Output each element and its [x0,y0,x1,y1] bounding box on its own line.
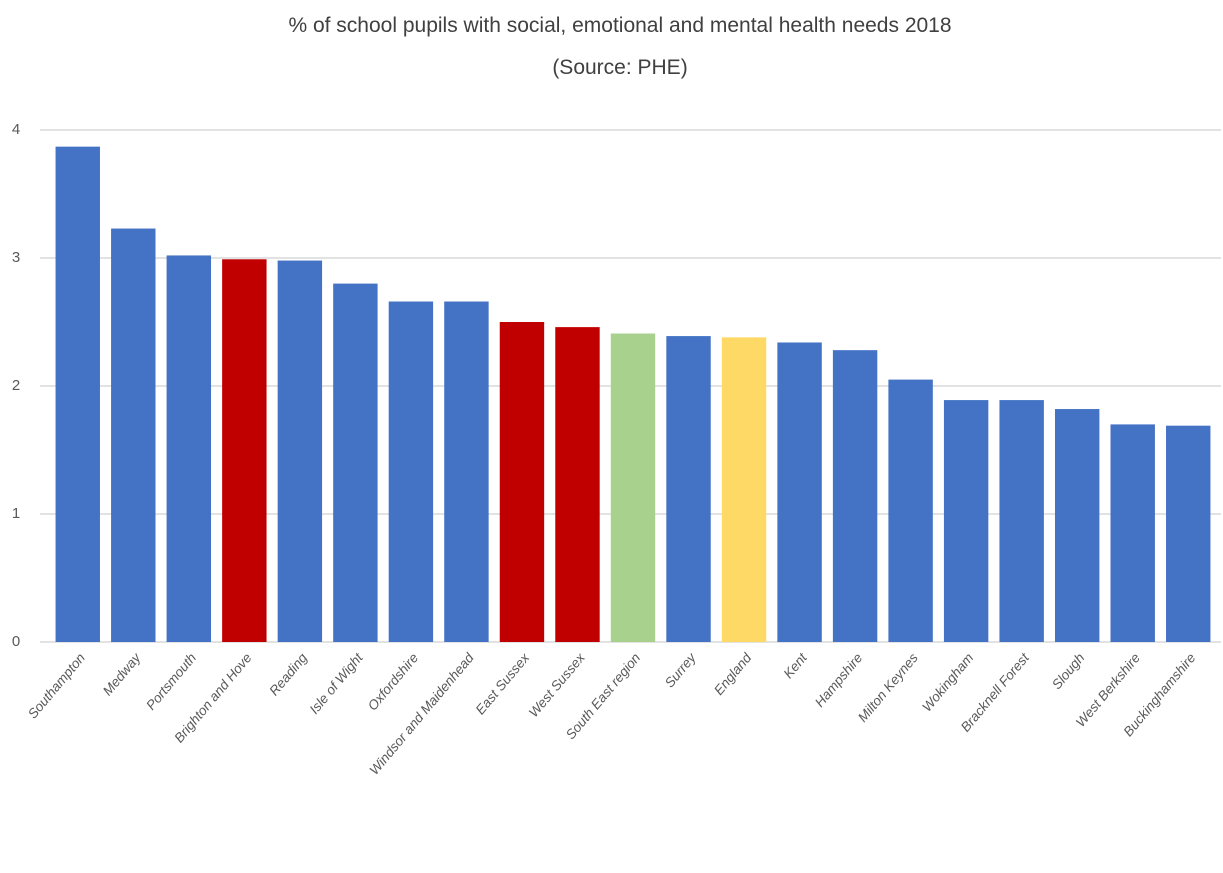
x-tick-label: Oxfordshire [365,650,421,713]
y-tick-label: 0 [12,633,20,650]
bar [832,350,878,642]
bar [444,301,489,642]
y-tick-label: 4 [12,121,20,138]
bar [388,301,434,642]
bar [222,259,267,642]
bar [277,260,323,642]
y-tick-label: 1 [12,505,20,522]
bar [1110,424,1155,642]
bar [777,342,822,642]
x-tick-label: Slough [1049,650,1088,692]
bar [333,283,378,642]
x-tick-label: Wokingham [919,650,976,714]
x-tick-label: Kent [781,649,811,681]
x-tick-label: Medway [100,649,145,698]
x-tick-label: West Sussex [526,649,589,720]
chart-subtitle: (Source: PHE) [552,56,687,79]
x-tick-label: Portsmouth [143,650,199,713]
bar [999,400,1044,642]
bar [555,327,600,642]
x-tick-label: Windsor and Maidenhead [366,650,477,778]
bar [610,333,656,642]
bar [55,146,100,642]
bar [1166,425,1211,642]
x-tick-label: Hampshire [812,650,865,710]
bar [666,336,711,642]
x-tick-label: East Sussex [473,649,534,717]
x-tick-label: England [711,650,755,698]
x-tick-label: Surrey [662,649,700,690]
bar [721,337,767,642]
x-tick-label: Reading [266,650,310,699]
bar [888,379,933,642]
x-tick-label: Milton Keynes [855,650,921,725]
y-tick-label: 2 [12,377,20,394]
bar [499,322,545,642]
chart-title: % of school pupils with social, emotiona… [288,14,951,37]
x-tick-label: Isle of Wight [307,649,367,716]
x-tick-label: Southampton [25,650,88,721]
bar [111,228,156,642]
y-tick-label: 3 [12,249,20,266]
bar [166,255,212,642]
bar [943,400,989,642]
bar [1054,409,1100,642]
